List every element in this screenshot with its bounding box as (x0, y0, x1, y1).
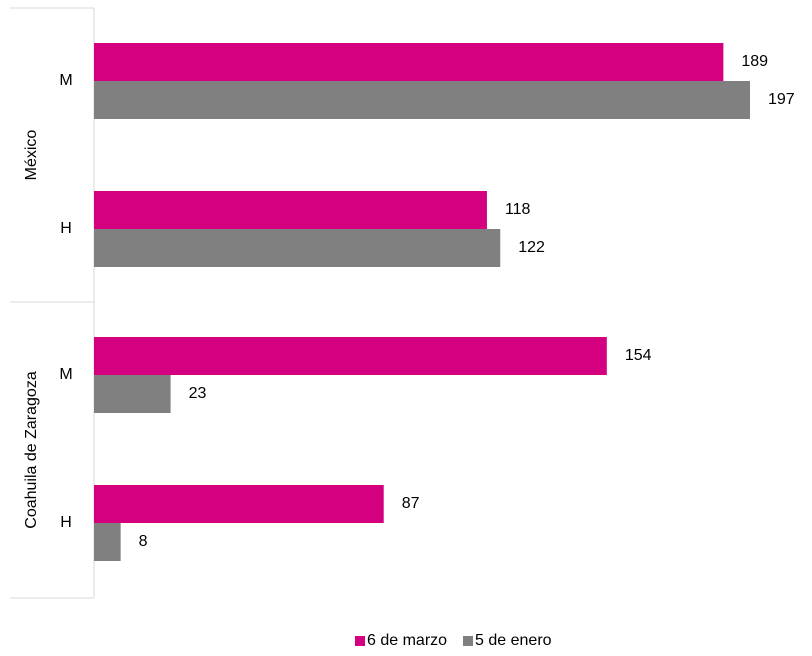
bar-2-0 (94, 81, 751, 119)
data-label-1-1: 118 (505, 201, 531, 218)
category-labels: M H M H (59, 72, 72, 531)
category-label-0-1: H (60, 220, 72, 237)
data-label-2-2: 23 (189, 385, 207, 402)
group-label-1: Coahuila de Zaragoza (23, 371, 40, 529)
legend-label-series-2: 5 de enero (475, 632, 552, 649)
legend-item-series-1: 6 de marzo (355, 632, 447, 650)
category-label-1-0: M (59, 366, 72, 383)
data-label-2-1: 122 (518, 239, 545, 256)
legend: 6 de marzo 5 de enero (355, 632, 552, 650)
legend-swatch-series-1 (355, 636, 365, 646)
bar-2-1 (94, 229, 501, 267)
data-label-1-3: 87 (402, 495, 420, 512)
data-label-1-0: 189 (741, 53, 768, 70)
legend-label-series-1: 6 de marzo (367, 632, 448, 649)
bar-1-1 (94, 191, 487, 229)
category-label-1-1: H (60, 514, 72, 531)
data-label-1-2: 154 (625, 347, 652, 364)
bar-chart: México Coahuila de Zaragoza M H M H 189 197 11… (10, 7, 795, 599)
bars (94, 43, 751, 561)
data-label-2-0: 197 (768, 91, 795, 108)
data-label-2-3: 8 (139, 533, 148, 550)
bar-2-3 (94, 523, 121, 561)
bar-1-3 (94, 485, 384, 523)
data-labels: 189 197 118 122 154 23 87 8 (139, 53, 795, 550)
category-label-0-0: M (59, 72, 72, 89)
legend-swatch-series-2 (463, 636, 474, 646)
group-labels: México Coahuila de Zaragoza (23, 130, 40, 529)
legend-item-series-2: 5 de enero (463, 632, 552, 650)
bar-2-2 (94, 375, 171, 413)
group-label-0: México (23, 130, 40, 181)
bar-1-2 (94, 337, 607, 375)
bar-1-0 (94, 43, 724, 81)
